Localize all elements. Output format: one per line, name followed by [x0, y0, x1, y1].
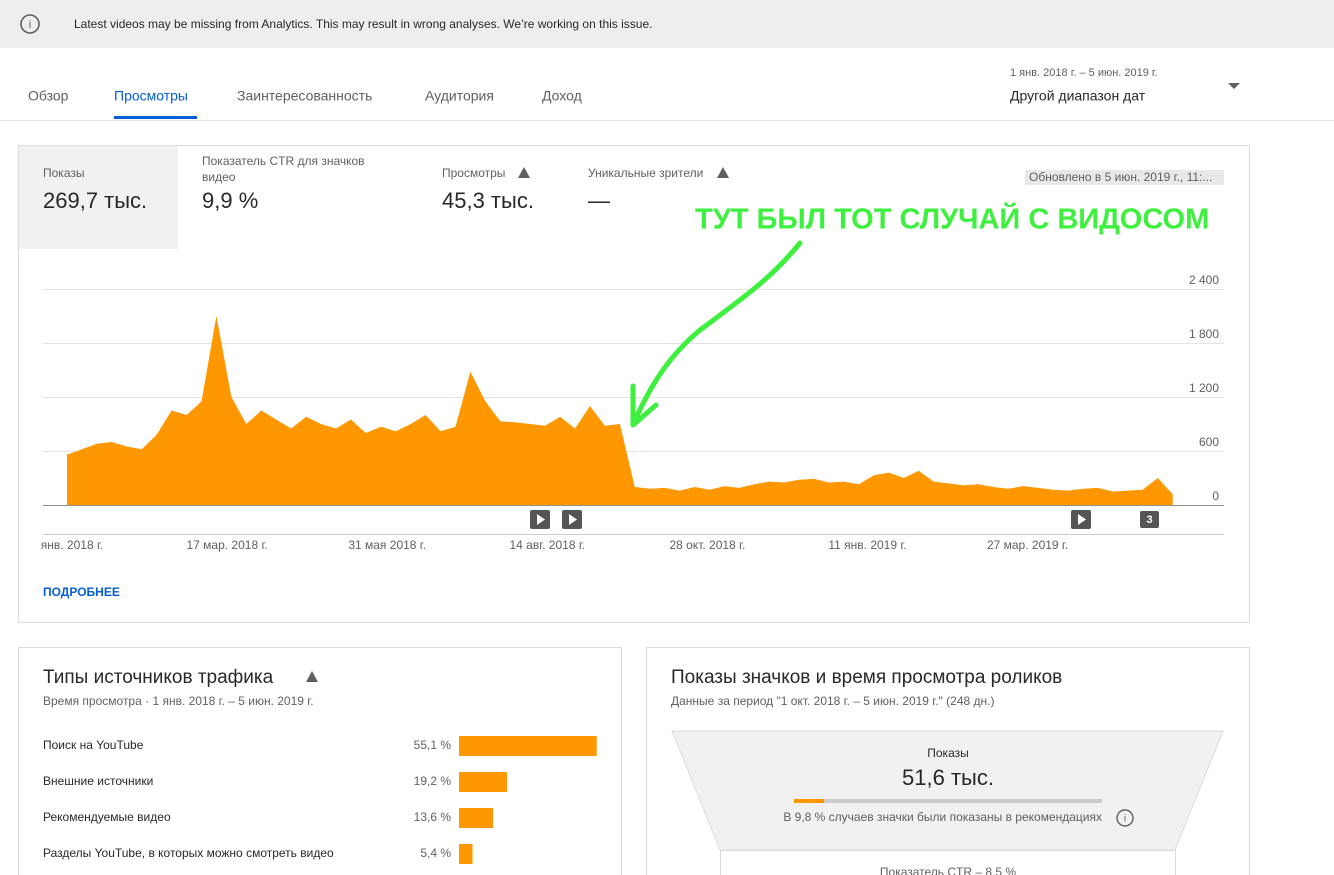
play-icon: [569, 514, 577, 525]
y-tick-label: 0: [1212, 489, 1219, 503]
x-tick-label: 11 янв. 2019 г.: [828, 538, 906, 552]
marker-group-count: 3: [1146, 514, 1152, 526]
selected-metric[interactable]: [19, 146, 178, 249]
tab[interactable]: Просмотры: [114, 88, 188, 104]
metric-value[interactable]: 269,7 тыс.: [43, 188, 147, 213]
funnel-value: 51,6 тыс.: [902, 765, 994, 790]
play-icon: [537, 514, 545, 525]
metric-label[interactable]: Показатель CTR для значков видео: [202, 154, 365, 184]
x-tick-label: 28 окт. 2018 г.: [669, 538, 745, 552]
traffic-bars: Поиск на YouTube 55,1 % Внешние источники 1…: [43, 736, 597, 864]
funnel-label: Показы: [927, 746, 968, 760]
metric-value[interactable]: 9,9 %: [202, 188, 258, 213]
y-tick-label: 600: [1199, 435, 1219, 449]
info-icon-glyph: i: [29, 19, 31, 31]
video-marker-group[interactable]: [1140, 511, 1159, 528]
tab[interactable]: Заинтересованность: [237, 88, 372, 104]
x-tick-label: 17 мар. 2018 г.: [186, 538, 267, 552]
date-range-select[interactable]: Другой диапазон дат: [1010, 88, 1146, 104]
active-tab-underline: [114, 116, 197, 119]
traffic-card: [18, 647, 622, 875]
play-icon: [1078, 514, 1086, 525]
banner: [0, 0, 1334, 48]
updated-badge: [1025, 170, 1224, 185]
banner-text: Latest videos may be missing from Analyt…: [74, 17, 652, 31]
tabs: Обзор Просмотры Заинтересованность Аудитори…: [28, 88, 582, 104]
traffic-subtitle: Время просмотра · 1 янв. 2018 г. – 5 июн…: [43, 694, 314, 708]
x-tick-label: 14 авг. 2018 г.: [509, 538, 585, 552]
x-tick-label: янв. 2018 г.: [41, 538, 103, 552]
tab[interactable]: Доход: [542, 88, 582, 104]
annotation: ТУТ БЫЛ ТОТ СЛУЧАЙ С ВИДОСОМ: [695, 202, 1209, 236]
metric-label[interactable]: Просмотры: [442, 166, 505, 180]
dropdown-arrow[interactable]: [1228, 83, 1240, 89]
area: [67, 316, 1173, 505]
metric-value[interactable]: 45,3 тыс.: [442, 188, 534, 213]
y-tick-label: 1 800: [1189, 327, 1219, 341]
warning-icon: [717, 167, 729, 178]
tab[interactable]: Аудитория: [425, 88, 494, 104]
share-track: [794, 799, 1102, 803]
metrics: Показы 269,7 тыс. Показатель CTR для значк…: [43, 154, 703, 213]
warning-icon: [306, 671, 318, 682]
y-tick-label: 2 400: [1189, 273, 1219, 287]
category-label: Рекомендуемые видео: [43, 810, 171, 824]
value-label: 5,4 %: [420, 846, 451, 860]
share-fill: [794, 799, 825, 803]
info-icon-glyph: i: [1124, 814, 1126, 825]
value-label: 55,1 %: [414, 738, 452, 752]
bar: [459, 736, 597, 756]
category-label: Разделы YouTube, в которых можно смотрет…: [43, 846, 334, 860]
metric-label-line: видео: [202, 170, 236, 184]
metric-value[interactable]: —: [588, 188, 610, 213]
video-markers: 3: [530, 510, 1159, 529]
funnel-title: Показы значков и время просмотра роликов: [671, 667, 1062, 688]
warning-icon: [518, 167, 530, 178]
info-icon: [20, 14, 40, 34]
area-chart: 0 600 1 200 1 800 2 400 янв. 2018 г. 17 мар. 2…: [41, 273, 1224, 552]
funnel-next-stage: [720, 850, 1176, 875]
bar: [459, 772, 507, 792]
funnel-next-label: Показатель CTR – 8,5 %: [880, 865, 1017, 875]
annotation-arrow: [630, 240, 803, 428]
metric-label[interactable]: Уникальные зрители: [588, 166, 703, 180]
traffic-title: Типы источников трафика: [43, 667, 274, 688]
bar: [459, 844, 473, 864]
tab[interactable]: Обзор: [28, 88, 69, 104]
category-label: Внешние источники: [43, 774, 153, 788]
metric-label[interactable]: Показы: [43, 166, 84, 180]
y-tick-label: 1 200: [1189, 381, 1219, 395]
funnel-note: В 9,8 % случаев значки были показаны в р…: [783, 810, 1102, 824]
more-link[interactable]: ПОДРОБНЕЕ: [43, 585, 120, 599]
date-period: 1 янв. 2018 г. – 5 июн. 2019 г.: [1010, 67, 1158, 79]
category-label: Поиск на YouTube: [43, 738, 144, 752]
metric-label-line: Показатель CTR для значков: [202, 154, 365, 168]
bar: [459, 808, 493, 828]
funnel-subtitle: Данные за период "1 окт. 2018 г. – 5 июн…: [671, 694, 994, 708]
value-label: 19,2 %: [414, 774, 452, 788]
value-label: 13,6 %: [414, 810, 452, 824]
info-icon[interactable]: [1116, 809, 1134, 827]
x-tick-label: 31 мая 2018 г.: [348, 538, 426, 552]
share-bar: [794, 799, 825, 803]
x-tick-label: 27 мар. 2019 г.: [987, 538, 1068, 552]
updated-text: Обновлено в 5 июн. 2019 г., 11:...: [1029, 170, 1212, 184]
